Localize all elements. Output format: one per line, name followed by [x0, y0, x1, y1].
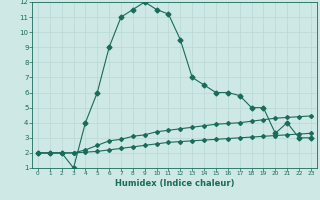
X-axis label: Humidex (Indice chaleur): Humidex (Indice chaleur) — [115, 179, 234, 188]
